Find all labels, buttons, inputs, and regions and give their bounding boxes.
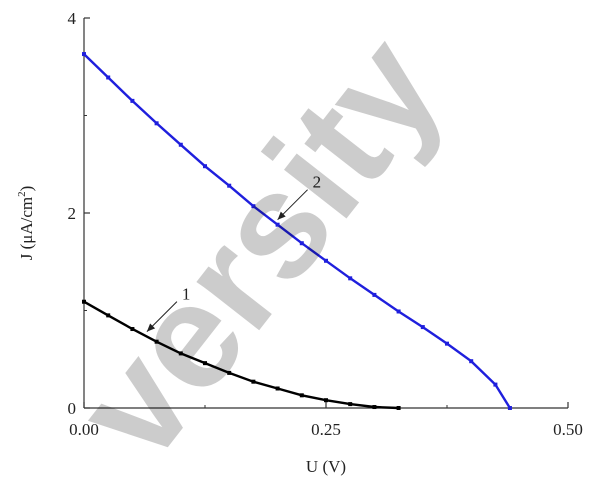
data-point — [203, 361, 207, 366]
annotation-2: 2 — [277, 173, 322, 221]
data-point — [251, 204, 256, 209]
data-point — [154, 339, 159, 344]
y-axis-title-superscript: 2 — [16, 191, 28, 197]
annotation-arrow-head — [277, 211, 286, 220]
data-point — [106, 75, 111, 80]
y-tick-label: 0 — [68, 399, 77, 418]
x-tick-label: 0.25 — [311, 420, 341, 439]
data-point — [275, 222, 280, 227]
data-point — [324, 398, 328, 403]
data-point — [203, 164, 207, 169]
x-axis-title: U (V) — [306, 457, 346, 476]
y-axis-title-close: ) — [17, 186, 36, 192]
annotation-label: 1 — [182, 285, 191, 304]
data-point — [154, 121, 159, 126]
data-point — [275, 386, 280, 391]
series-line — [83, 300, 399, 410]
y-axis-title-main: J (μA/cm — [17, 197, 36, 260]
data-point — [469, 359, 474, 364]
data-point — [178, 142, 183, 147]
data-point — [420, 325, 425, 330]
data-point — [227, 370, 232, 375]
data-point — [82, 52, 86, 57]
data-point — [130, 327, 135, 332]
data-point — [251, 379, 256, 384]
data-point — [299, 393, 304, 398]
annotation-arrow-head — [146, 323, 156, 332]
data-point — [82, 299, 86, 304]
x-tick-label: 0.00 — [69, 420, 99, 439]
y-ticks: 0 2 4 — [68, 9, 90, 418]
data-point — [324, 258, 328, 263]
data-point — [106, 313, 111, 318]
data-point — [396, 406, 401, 410]
data-point — [299, 241, 304, 246]
y-tick-label: 4 — [68, 9, 77, 28]
data-point — [396, 309, 401, 314]
y-axis-title: J (μA/cm2) — [16, 186, 36, 261]
x-tick-label: 0.50 — [553, 420, 583, 439]
data-point — [445, 341, 449, 346]
data-point — [348, 276, 353, 281]
data-point — [227, 183, 232, 188]
data-point — [372, 292, 377, 297]
y-tick-label: 2 — [68, 204, 77, 223]
annotation-layer: 12 — [146, 173, 322, 332]
data-point — [178, 351, 183, 356]
data-point — [348, 402, 353, 407]
series-1 — [82, 299, 401, 410]
annotation-label: 2 — [313, 173, 322, 192]
annotation-1: 1 — [146, 285, 191, 332]
data-point — [507, 406, 512, 410]
data-point — [130, 98, 135, 103]
series-layer — [82, 52, 512, 410]
series-2 — [82, 52, 512, 410]
data-point — [372, 405, 377, 410]
x-ticks: 0.00 0.25 0.50 — [69, 402, 583, 439]
data-point — [493, 382, 498, 387]
